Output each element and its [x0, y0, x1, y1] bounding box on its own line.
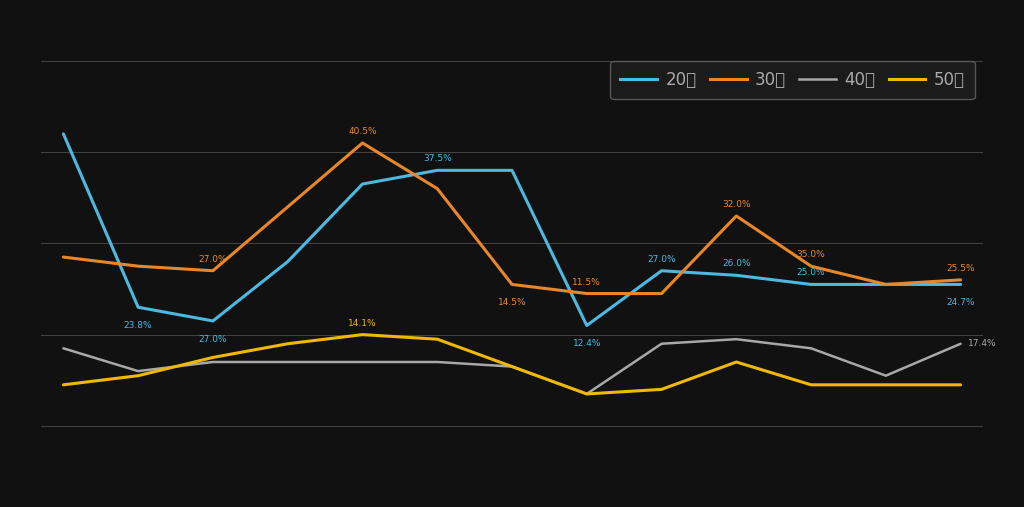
- Text: 25.5%: 25.5%: [946, 264, 975, 273]
- Text: 32.0%: 32.0%: [722, 200, 751, 209]
- Text: 23.8%: 23.8%: [124, 321, 153, 330]
- Text: 27.0%: 27.0%: [199, 335, 227, 344]
- Text: 35.0%: 35.0%: [797, 250, 825, 259]
- Text: 27.0%: 27.0%: [199, 255, 227, 264]
- Text: 12.4%: 12.4%: [572, 339, 601, 348]
- Text: 26.0%: 26.0%: [722, 260, 751, 268]
- Text: 25.0%: 25.0%: [797, 269, 825, 277]
- Text: 37.5%: 37.5%: [423, 155, 452, 163]
- Text: 14.5%: 14.5%: [498, 298, 526, 307]
- Text: 14.1%: 14.1%: [348, 319, 377, 328]
- Legend: 20代, 30代, 40代, 50代: 20代, 30代, 40代, 50代: [610, 61, 975, 99]
- Text: 27.0%: 27.0%: [647, 255, 676, 264]
- Text: 24.7%: 24.7%: [946, 298, 975, 307]
- Text: 11.5%: 11.5%: [572, 278, 601, 286]
- Text: 40.5%: 40.5%: [348, 127, 377, 136]
- Text: 17.4%: 17.4%: [968, 339, 996, 348]
